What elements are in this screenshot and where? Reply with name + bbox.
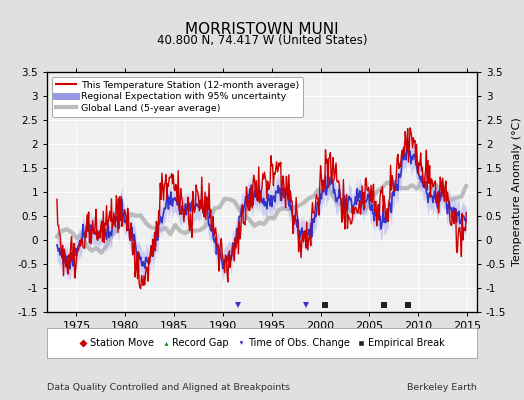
Text: MORRISTOWN MUNI: MORRISTOWN MUNI [185, 22, 339, 37]
Legend: This Temperature Station (12-month average), Regional Expectation with 95% uncer: This Temperature Station (12-month avera… [52, 77, 303, 116]
Text: 40.800 N, 74.417 W (United States): 40.800 N, 74.417 W (United States) [157, 34, 367, 47]
Text: Data Quality Controlled and Aligned at Breakpoints: Data Quality Controlled and Aligned at B… [47, 383, 290, 392]
Legend: Station Move, Record Gap, Time of Obs. Change, Empirical Break: Station Move, Record Gap, Time of Obs. C… [75, 334, 449, 352]
Text: Berkeley Earth: Berkeley Earth [407, 383, 477, 392]
Y-axis label: Temperature Anomaly (°C): Temperature Anomaly (°C) [512, 118, 522, 266]
